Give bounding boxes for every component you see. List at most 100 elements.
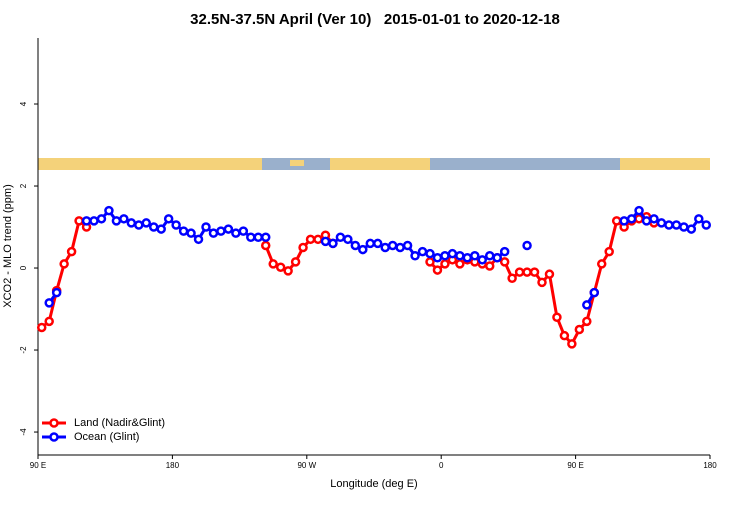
x-tick-label: 90 E — [567, 461, 583, 470]
data-point — [664, 220, 674, 230]
data-point — [134, 220, 144, 230]
data-point — [163, 214, 174, 224]
data-point — [365, 238, 376, 249]
data-point — [89, 216, 99, 226]
data-point — [253, 232, 264, 243]
data-point — [335, 232, 346, 243]
legend-marker — [49, 432, 59, 442]
data-point — [59, 259, 69, 269]
data-point — [223, 224, 234, 234]
data-point — [574, 324, 585, 335]
data-point — [537, 277, 547, 288]
data-point — [81, 216, 92, 226]
data-point — [402, 240, 413, 251]
data-point — [440, 250, 450, 261]
data-point — [238, 226, 249, 236]
x-tick-label: 90 E — [30, 461, 46, 470]
data-point — [141, 218, 152, 228]
data-point — [36, 322, 47, 333]
data-point — [686, 224, 697, 234]
data-point — [216, 226, 226, 236]
data-point — [283, 266, 293, 276]
data-point — [126, 218, 137, 228]
legend-marker — [49, 418, 59, 428]
data-point — [499, 257, 510, 267]
data-point — [156, 224, 166, 234]
data-point — [544, 269, 555, 279]
data-point — [275, 262, 286, 272]
data-point — [484, 261, 495, 271]
data-point — [51, 287, 62, 298]
data-point — [410, 250, 420, 261]
data-point — [470, 250, 480, 261]
y-tick-label: 4 — [19, 101, 28, 106]
x-tick-label: 180 — [703, 461, 717, 470]
data-point — [44, 316, 54, 327]
data-point — [484, 250, 495, 261]
y-tick-label: -4 — [19, 428, 28, 436]
data-point — [671, 220, 682, 230]
data-point — [104, 205, 114, 216]
data-point — [246, 232, 256, 243]
data-point — [522, 267, 532, 277]
y-tick-label: -2 — [19, 346, 28, 354]
data-point — [440, 259, 450, 269]
legend-label: Land (Nadir&Glint) — [74, 417, 165, 429]
data-point — [432, 253, 443, 263]
data-point — [425, 257, 435, 267]
data-point — [231, 228, 241, 238]
data-point — [611, 216, 622, 226]
data-point — [619, 216, 629, 226]
data-point — [260, 232, 271, 243]
data-point — [268, 259, 278, 269]
data-point — [425, 248, 435, 259]
data-point — [567, 339, 577, 349]
data-point — [701, 220, 712, 230]
data-point — [290, 257, 301, 267]
y-tick-label: 2 — [19, 183, 28, 188]
y-axis-label: XCO2 - MLO trend (ppm) — [2, 184, 14, 307]
data-point — [66, 246, 77, 257]
data-point — [529, 267, 540, 277]
data-point — [208, 228, 219, 238]
data-point — [343, 234, 353, 245]
data-point — [305, 234, 316, 245]
x-tick-label: 90 W — [297, 461, 316, 470]
data-point — [417, 246, 428, 257]
data-point — [552, 312, 562, 322]
data-point — [604, 246, 614, 257]
data-point — [559, 330, 570, 341]
data-point — [193, 234, 204, 245]
data-point — [626, 214, 637, 224]
data-point — [96, 214, 107, 224]
data-point — [358, 244, 368, 255]
data-point — [492, 253, 502, 263]
y-tick-label: 0 — [19, 265, 28, 270]
data-point — [522, 240, 532, 251]
data-point — [462, 253, 473, 263]
data-point — [455, 250, 465, 261]
data-point — [380, 242, 390, 253]
data-point — [148, 222, 159, 232]
data-point — [74, 216, 84, 226]
x-tick-label: 180 — [166, 461, 180, 470]
data-point — [679, 222, 689, 232]
data-point — [656, 218, 667, 228]
data-point — [477, 255, 488, 265]
data-point — [507, 273, 517, 284]
data-point — [186, 228, 196, 238]
x-axis-label: Longitude (deg E) — [330, 478, 417, 490]
data-point — [171, 220, 181, 230]
data-point — [596, 259, 607, 269]
data-point — [372, 238, 383, 249]
data-point — [582, 300, 592, 310]
data-point — [313, 234, 323, 245]
data-point — [328, 238, 338, 249]
data-point — [694, 214, 704, 224]
data-point — [514, 267, 525, 277]
data-point — [499, 246, 510, 257]
data-point — [298, 242, 308, 253]
x-tick-label: 0 — [439, 461, 444, 470]
data-point — [641, 216, 652, 226]
